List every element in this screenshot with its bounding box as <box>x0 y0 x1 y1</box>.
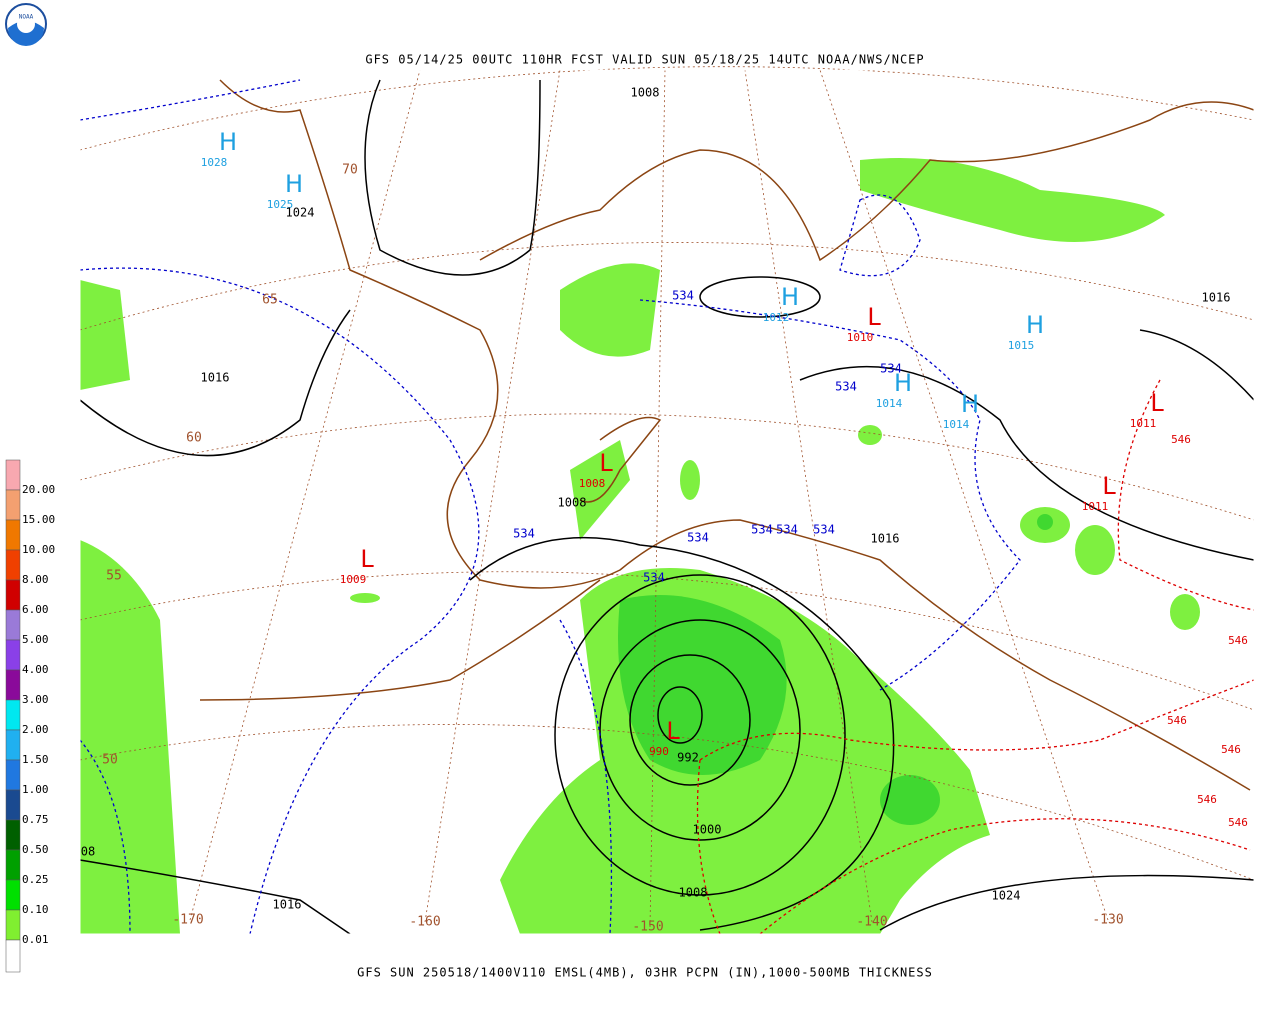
center-value: 1011 <box>1130 417 1157 430</box>
graticule <box>79 66 1255 928</box>
legend-label: 2.00 <box>22 723 49 736</box>
center-value: 990 <box>649 745 669 758</box>
center-symbol: L <box>1150 389 1164 417</box>
center-value: 1015 <box>1008 339 1035 352</box>
thickness-label: 546 <box>1197 793 1217 806</box>
legend-label: 20.00 <box>22 483 55 496</box>
center-symbol: L <box>360 545 374 573</box>
latitude-label: 65 <box>262 293 278 308</box>
latitude-label: 50 <box>102 753 118 768</box>
map-frame <box>79 69 1255 935</box>
center-value: 1010 <box>847 331 874 344</box>
thickness-label: 534 <box>880 362 902 376</box>
thickness-label: 534 <box>751 523 773 537</box>
isobar-label: 1016 <box>871 532 900 546</box>
isobar-label: 1024 <box>286 206 315 220</box>
isobar-label: 1000 <box>693 823 722 837</box>
legend-label: 10.00 <box>22 543 55 556</box>
center-value: 1014 <box>876 397 903 410</box>
center-value: 1014 <box>943 418 970 431</box>
legend-label: 0.75 <box>22 813 49 826</box>
longitude-label: -150 <box>632 920 663 935</box>
legend <box>5 459 21 973</box>
longitude-label: -170 <box>172 913 203 928</box>
center-symbol: H <box>961 390 979 418</box>
legend-label: 3.00 <box>22 693 49 706</box>
isobar-label: 1016 <box>1202 291 1231 305</box>
isobar-label: 08 <box>81 845 95 859</box>
isobar-label: 992 <box>677 751 699 765</box>
thickness-label: 546 <box>1228 816 1248 829</box>
center-value: 1025 <box>267 198 294 211</box>
legend-label: 0.10 <box>22 903 49 916</box>
precipitation-heavy <box>618 514 1053 825</box>
thickness-label: 546 <box>1221 743 1241 756</box>
logo-text: NOAA <box>19 14 34 21</box>
isobar-label: 1016 <box>273 898 302 912</box>
longitude-label: -140 <box>856 915 887 930</box>
legend-label: 0.01 <box>22 933 49 946</box>
thickness-label: 546 <box>1167 714 1187 727</box>
center-value: 1028 <box>201 156 228 169</box>
latitude-label: 55 <box>106 569 122 584</box>
legend-label: 0.50 <box>22 843 49 856</box>
legend-label: 4.00 <box>22 663 49 676</box>
center-value: 1011 <box>1082 500 1109 513</box>
center-symbol: H <box>894 369 912 397</box>
thickness-label: 534 <box>776 523 798 537</box>
isobar-label: 1016 <box>201 371 230 385</box>
center-symbol: H <box>1026 311 1044 339</box>
thickness-label: 534 <box>672 289 694 303</box>
isobar-label: 1008 <box>631 86 660 100</box>
noaa-logo: NOAA <box>5 3 47 46</box>
center-symbol: L <box>1102 472 1116 500</box>
latitude-label: 60 <box>186 431 202 446</box>
center-symbol: L <box>867 303 881 331</box>
legend-label: 5.00 <box>22 633 49 646</box>
isobars <box>79 79 1255 935</box>
center-symbol: L <box>599 449 613 477</box>
isobar-label: 1024 <box>992 889 1021 903</box>
thickness-label: 546 <box>1228 634 1248 647</box>
center-symbol: H <box>219 128 237 156</box>
thickness-label: 534 <box>643 571 665 585</box>
thickness-label: 534 <box>513 527 535 541</box>
longitude-label: -160 <box>409 915 440 930</box>
isobar-label: 1008 <box>679 886 708 900</box>
isobar-label: 1008 <box>558 496 587 510</box>
legend-label: 1.00 <box>22 783 49 796</box>
coastline <box>199 79 1255 791</box>
legend-label: 0.25 <box>22 873 49 886</box>
map-area <box>79 66 1255 935</box>
center-symbol: H <box>285 170 303 198</box>
legend-label: 6.00 <box>22 603 49 616</box>
legend-label: 8.00 <box>22 573 49 586</box>
center-value: 1012 <box>763 311 790 324</box>
thickness-label: 534 <box>687 531 709 545</box>
map-title: GFS 05/14/25 00UTC 110HR FCST VALID SUN … <box>365 53 924 67</box>
legend-label: 1.50 <box>22 753 49 766</box>
center-symbol: L <box>666 717 680 745</box>
thickness-lines <box>79 79 1255 935</box>
thickness-label: 546 <box>1171 433 1191 446</box>
center-value: 1009 <box>340 573 367 586</box>
map-caption: GFS SUN 250518/1400V110 EMSL(4MB), 03HR … <box>357 966 933 980</box>
legend-label: 15.00 <box>22 513 55 526</box>
latitude-label: 70 <box>342 163 358 178</box>
longitude-label: -130 <box>1092 913 1123 928</box>
center-value: 1008 <box>579 477 606 490</box>
thickness-label: 534 <box>835 380 857 394</box>
thickness-label: 534 <box>813 523 835 537</box>
center-symbol: H <box>781 283 799 311</box>
